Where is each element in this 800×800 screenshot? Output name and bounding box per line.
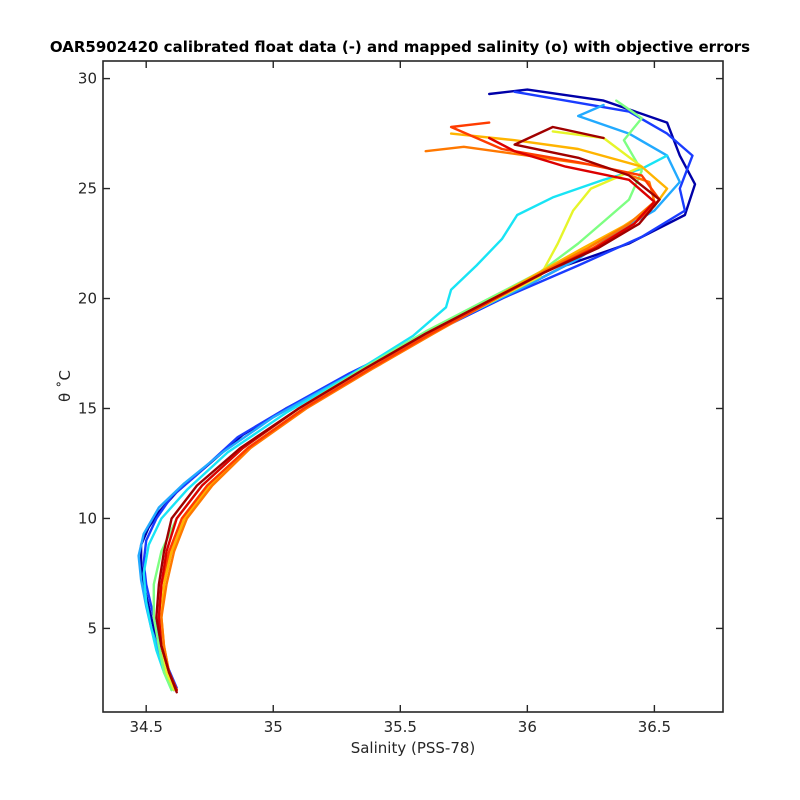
y-tick-label-4: 25 — [78, 180, 97, 198]
series-line-3 — [142, 154, 669, 692]
x-tick-label-4: 36.5 — [638, 718, 671, 736]
x-tick-label-0: 34.5 — [129, 718, 162, 736]
axes-box — [102, 60, 724, 713]
series-line-10 — [155, 125, 661, 694]
y-tick-label-3: 20 — [78, 290, 97, 308]
y-tick-label-5: 30 — [78, 70, 97, 88]
series-group — [137, 88, 697, 694]
series-line-4 — [152, 99, 643, 692]
x-tick-label-3: 36 — [518, 718, 537, 736]
y-tick-label-1: 10 — [78, 509, 97, 527]
ticks-group: 34.5 35 35.5 36 36.5 5 10 15 20 25 30 — [78, 61, 723, 736]
plot-area: 34.5 35 35.5 36 36.5 5 10 15 20 25 30 — [78, 60, 724, 736]
y-tick-label-0: 5 — [87, 619, 97, 637]
x-tick-label-2: 35.5 — [384, 718, 417, 736]
x-tick-label-1: 35 — [264, 718, 283, 736]
chart-title: OAR5902420 calibrated float data (-) and… — [50, 38, 750, 56]
y-axis-label: θ ˚C — [56, 370, 74, 402]
x-axis-label: Salinity (PSS-78) — [351, 739, 476, 757]
y-tick-label-2: 15 — [78, 399, 97, 417]
series-line-1 — [142, 90, 694, 689]
